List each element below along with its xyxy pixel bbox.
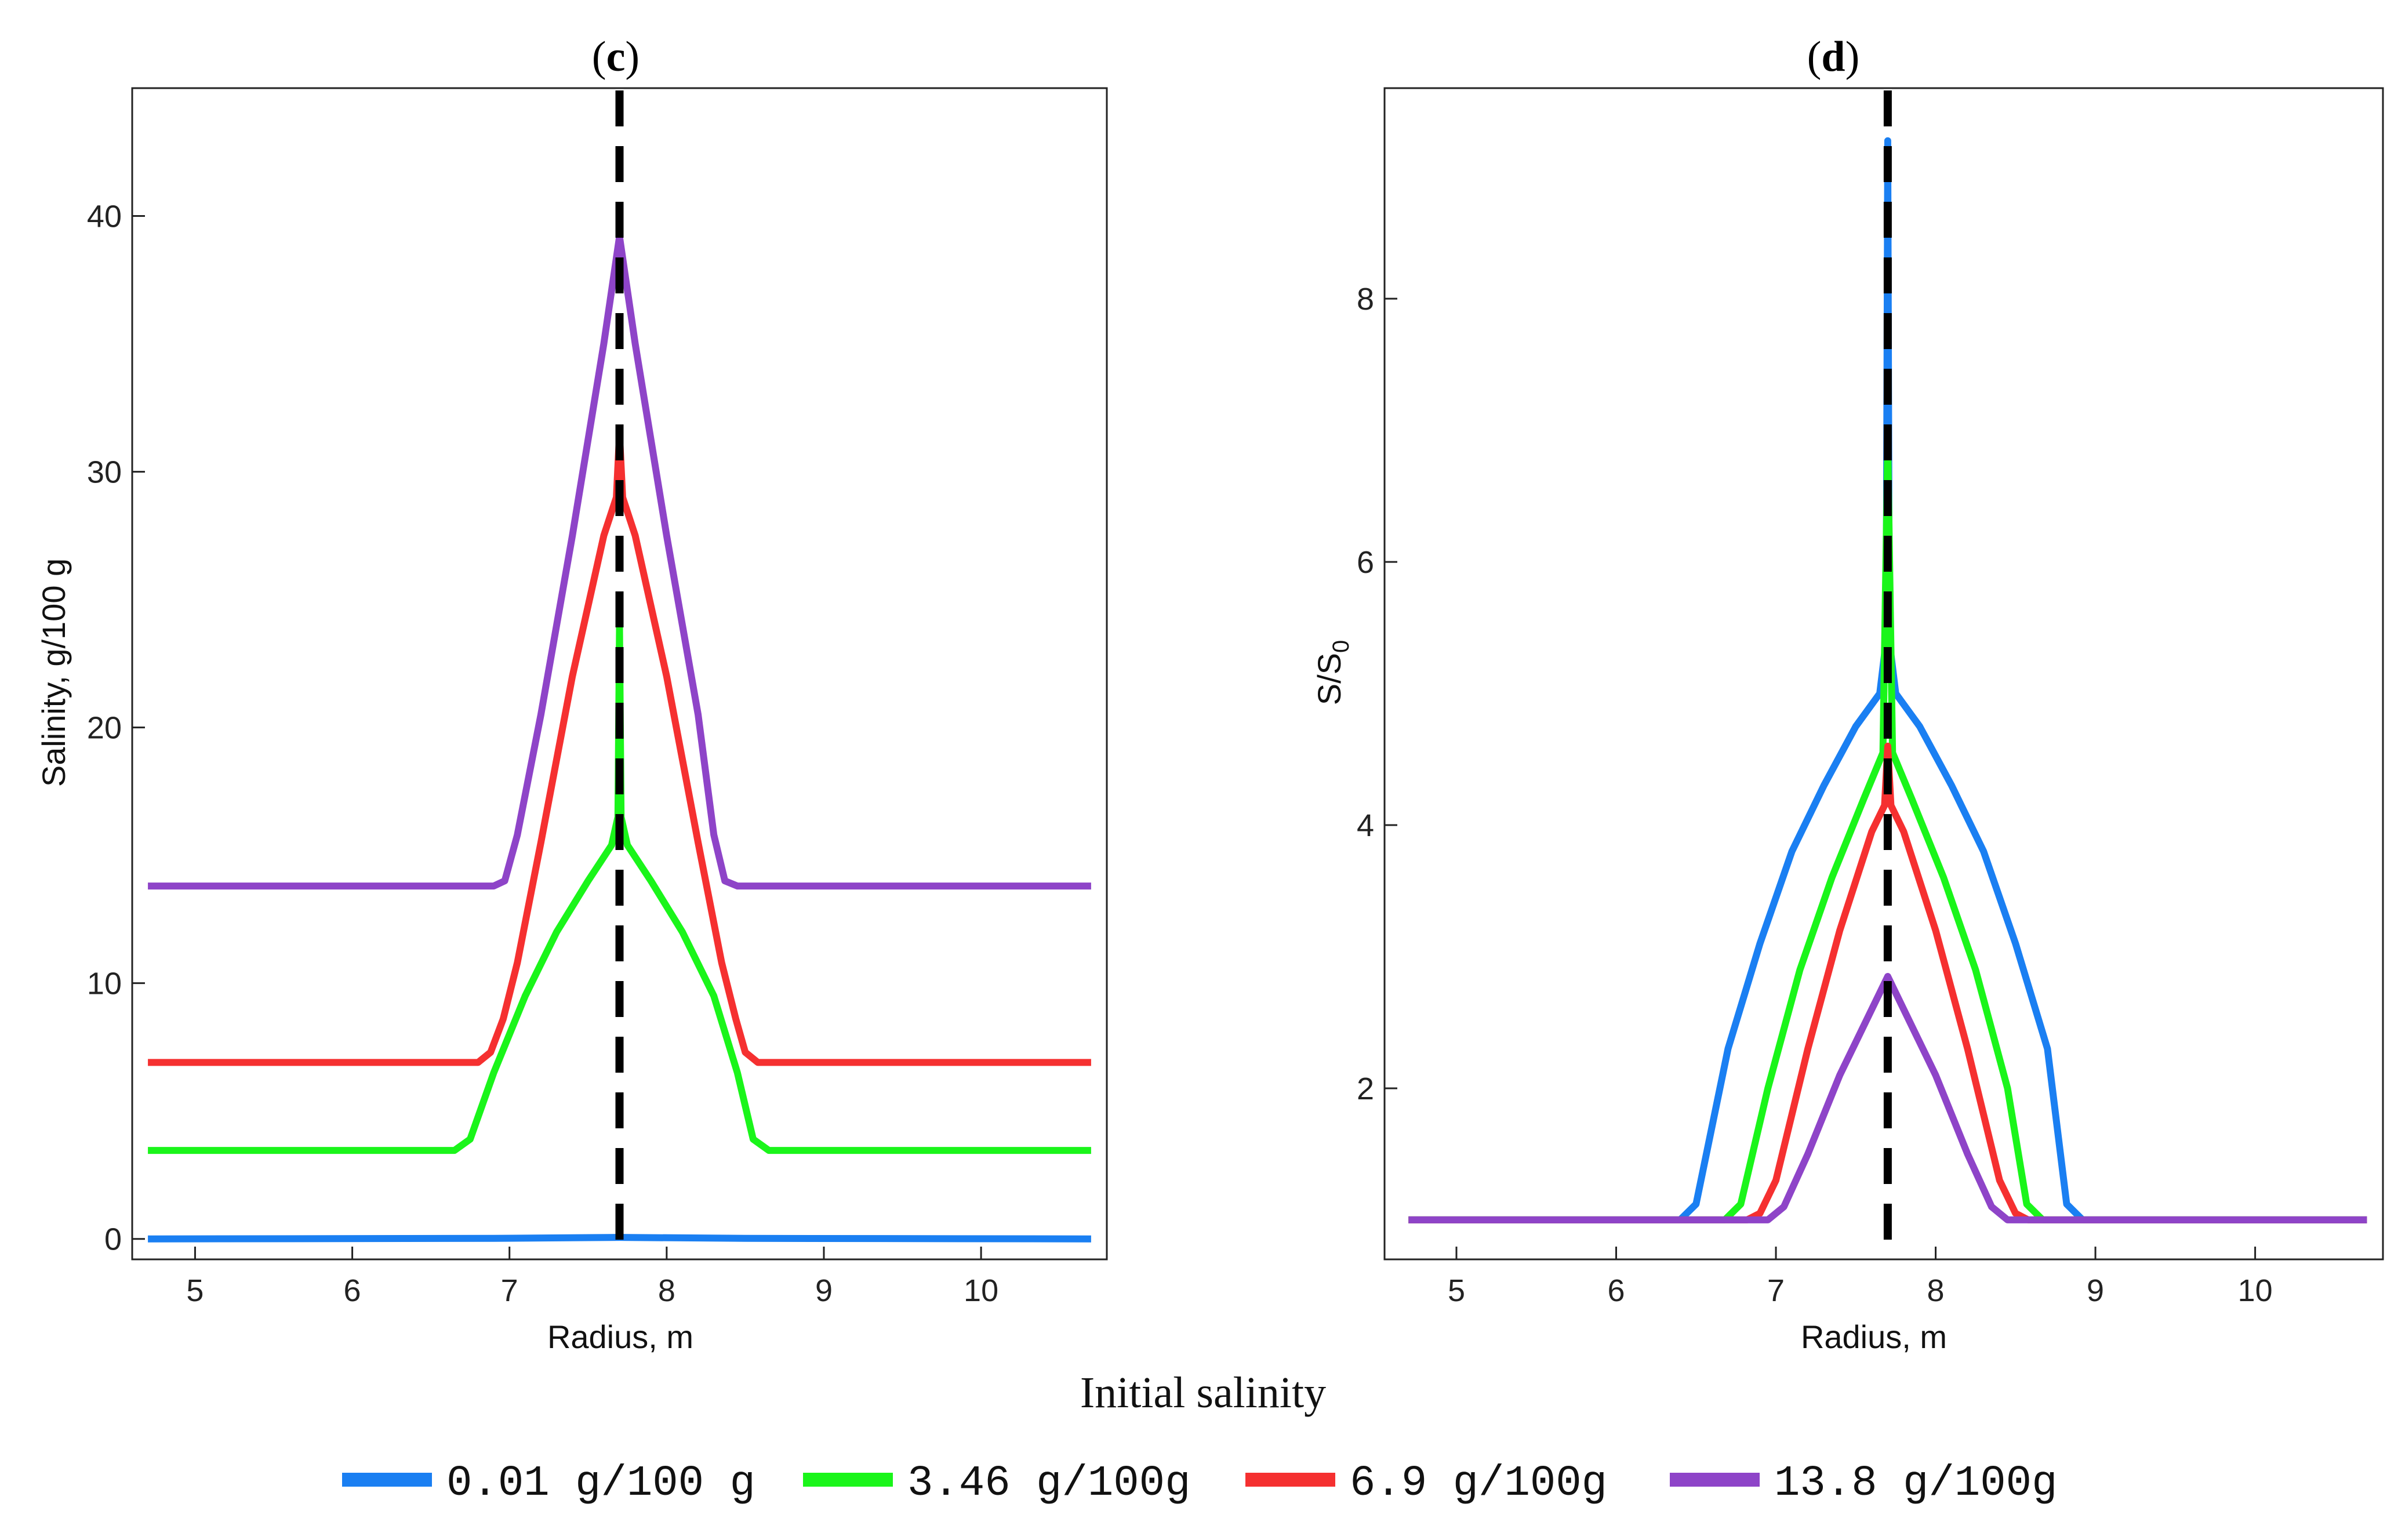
panel-d-series-6_9-g-100g [1408,742,2367,1223]
panel-d-y-axis-label: S/S0 [1311,640,1354,706]
panel-c-y-tick-label: 40 [87,199,122,234]
panel-c-y-tick-label: 20 [87,711,122,746]
panel-c-frame [131,87,1108,1261]
panel-d-letter: d [1821,33,1845,81]
panel-c-y-tick-label: 0 [104,1222,122,1257]
panel-c-x-tick-label: 6 [344,1273,361,1308]
panel-d-y-tick-label: 4 [1357,808,1374,843]
legend-label-1: 0.01 g/100 g [446,1459,755,1508]
legend-title: Initial salinity [1080,1368,1326,1417]
panel-d-chart: (d) 5 6 7 8 9 10 2 4 6 8 Radius, m S/S0 [1311,33,2384,1355]
panel-c-letter: c [606,33,626,81]
panel-c-x-tick-label: 8 [658,1273,675,1308]
legend-label-3: 6.9 g/100g [1350,1459,1607,1508]
panel-d-frame [1383,87,2384,1261]
panel-d-x-tick-label: 6 [1607,1273,1625,1308]
panel-d-y-tick-label: 8 [1357,282,1374,317]
legend-label-4: 13.8 g/100g [1774,1459,2057,1508]
panel-d-x-tick-label: 8 [1927,1273,1945,1308]
panel-d-y-axis-label-subscript: 0 [1328,640,1354,653]
panel-d-x-axis-label: Radius, m [1801,1319,1947,1355]
panel-c-y-tick-label: 10 [87,967,122,1001]
panel-d-series-0_01-g-100-g [1408,137,2367,1223]
panel-d-x-tick-label: 9 [2087,1273,2104,1308]
panel-c-x-tick-label: 5 [186,1273,204,1308]
legend-label-2: 3.46 g/100g [907,1459,1190,1508]
panel-c-chart: (c) 5 6 7 8 9 10 0 10 20 30 40 Radius, m Salinity,… [35,33,1108,1355]
legend: Initial salinity 0.01 g/100 g 3.46 g/100g… [342,1368,2057,1508]
panel-c-x-tick-label: 7 [501,1273,518,1308]
panel-d-x-tick-label: 5 [1448,1273,1465,1308]
panel-d-x-tick-label: 10 [2238,1273,2273,1308]
panel-c-y-axis-label: Salinity, g/100 g [35,558,72,787]
panel-d-y-axis-label-main: S/S [1311,653,1347,705]
panel-d-x-tick-label: 7 [1767,1273,1785,1308]
panel-d-y-tick-label: 6 [1357,545,1374,580]
panel-d-series-13_8-g-100g [1408,973,2367,1223]
panel-c-x-tick-label: 10 [964,1273,998,1308]
panel-c-x-tick-label: 9 [815,1273,833,1308]
panel-c-label: (c) [592,33,640,81]
panel-d-label: (d) [1807,33,1859,81]
panel-c-x-axis-label: Radius, m [547,1319,693,1355]
panel-c-y-tick-label: 30 [87,455,122,490]
panel-d-y-tick-label: 2 [1357,1072,1374,1106]
